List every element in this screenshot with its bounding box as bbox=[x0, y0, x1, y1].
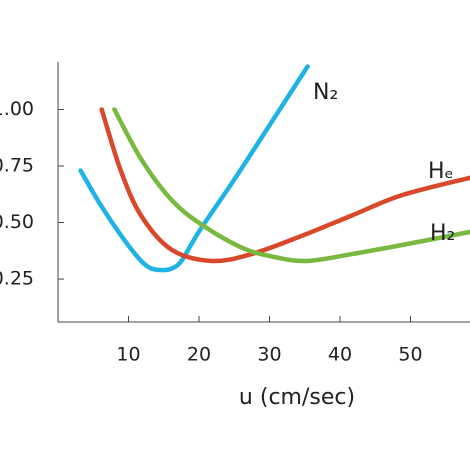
x-tick-label: 30 bbox=[257, 344, 281, 366]
x-tick-label: 60 bbox=[469, 344, 470, 366]
series-line bbox=[78, 64, 310, 273]
y-tick-label: 0.25 bbox=[0, 268, 34, 290]
x-tick-label: 20 bbox=[187, 344, 211, 366]
x-tick-label: 50 bbox=[398, 344, 422, 366]
y-tick-label: 0.75 bbox=[0, 155, 34, 177]
x-tick-label: 10 bbox=[116, 344, 140, 366]
series-label: H₂ bbox=[430, 221, 455, 246]
series-label: Hₑ bbox=[428, 159, 454, 184]
y-tick-label: 1.00 bbox=[0, 98, 34, 120]
series-line bbox=[99, 107, 470, 264]
x-axis-label: u (cm/sec) bbox=[239, 385, 355, 410]
series-label: N₂ bbox=[313, 80, 338, 105]
x-tick-label: 40 bbox=[328, 344, 352, 366]
series-line bbox=[112, 107, 470, 264]
y-tick-label: 0.50 bbox=[0, 211, 34, 233]
